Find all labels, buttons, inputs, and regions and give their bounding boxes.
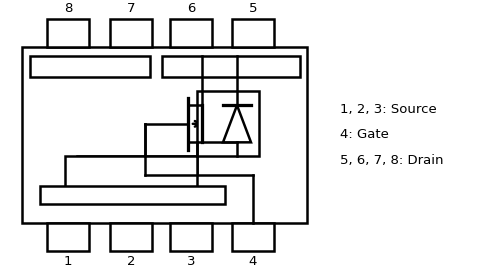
Text: 2: 2 (127, 255, 135, 268)
Text: 8: 8 (64, 2, 72, 14)
Text: 6: 6 (187, 2, 195, 14)
Bar (30, 56, 150, 77)
Bar (40, 186, 225, 204)
Bar (232, 223, 274, 251)
Bar (22, 47, 307, 223)
Bar (162, 56, 300, 77)
Bar (110, 19, 152, 47)
Text: 1, 2, 3: Source: 1, 2, 3: Source (340, 103, 437, 116)
Bar (110, 223, 152, 251)
Polygon shape (223, 105, 251, 142)
Bar (47, 19, 89, 47)
Text: 5, 6, 7, 8: Drain: 5, 6, 7, 8: Drain (340, 154, 443, 168)
Bar (65, 156, 197, 197)
Text: 7: 7 (127, 2, 135, 14)
Text: 1: 1 (64, 255, 72, 268)
Text: 5: 5 (249, 2, 257, 14)
Bar (170, 223, 212, 251)
Bar (47, 223, 89, 251)
Bar (232, 19, 274, 47)
Text: 3: 3 (187, 255, 195, 268)
Bar (77, 156, 197, 173)
Text: 4: Gate: 4: Gate (340, 128, 389, 142)
Bar (170, 19, 212, 47)
Bar (197, 91, 259, 156)
Text: 4: 4 (249, 255, 257, 268)
